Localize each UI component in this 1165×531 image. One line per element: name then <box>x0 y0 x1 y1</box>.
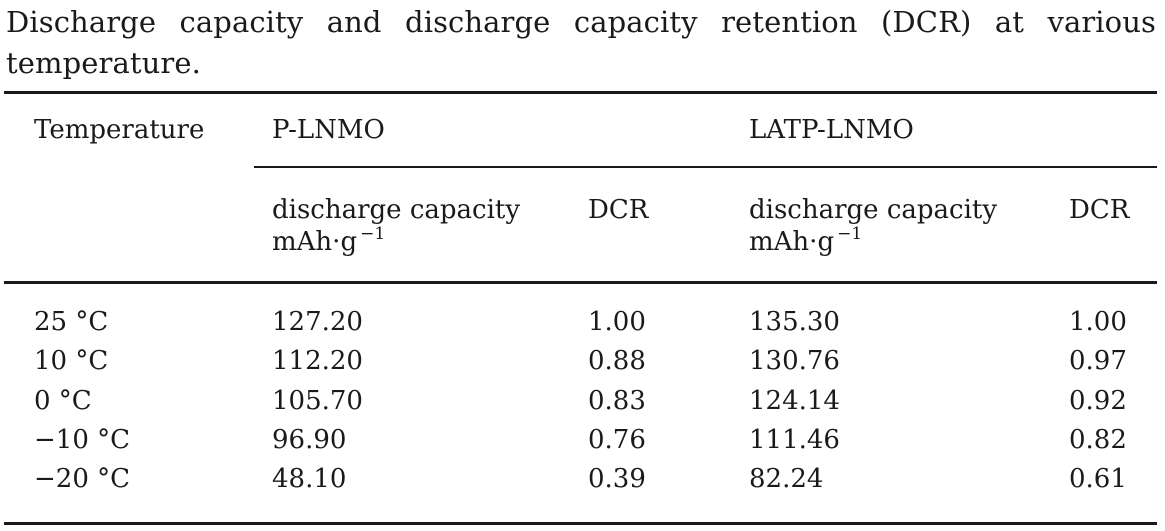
cell-latp-dcr: 0.97 <box>1069 346 1127 376</box>
cell-latp-dcr: 0.92 <box>1069 386 1127 416</box>
header-p-capacity-unit: mAh·g −1 <box>272 224 386 262</box>
group-sub-rule <box>254 166 1157 168</box>
header-p-discharge-capacity: discharge capacity <box>272 195 521 225</box>
cell-temperature: 25 °C <box>34 307 109 337</box>
cell-latp-dcr: 0.82 <box>1069 425 1127 455</box>
cell-temperature: 0 °C <box>34 386 92 416</box>
cell-temperature: 10 °C <box>34 346 109 376</box>
cell-p-dcr: 0.83 <box>588 386 646 416</box>
unit-text: mAh·g <box>749 227 835 257</box>
cell-latp-capacity: 135.30 <box>749 307 840 337</box>
cell-latp-capacity: 130.76 <box>749 346 840 376</box>
cell-p-capacity: 112.20 <box>272 346 363 376</box>
cell-latp-dcr: 1.00 <box>1069 307 1127 337</box>
unit-text: mAh·g <box>272 227 358 257</box>
cell-temperature: −20 °C <box>34 464 131 494</box>
cell-temperature: −10 °C <box>34 425 131 455</box>
cell-p-capacity: 127.20 <box>272 307 363 337</box>
cell-latp-capacity: 111.46 <box>749 425 840 455</box>
header-latp-capacity-unit: mAh·g −1 <box>749 224 863 262</box>
header-p-dcr: DCR <box>588 195 649 225</box>
cell-latp-capacity: 82.24 <box>749 464 824 494</box>
cell-p-dcr: 1.00 <box>588 307 646 337</box>
unit-exponent: −1 <box>360 224 386 244</box>
cell-p-capacity: 48.10 <box>272 464 347 494</box>
header-temperature: Temperature <box>34 115 205 145</box>
unit-exponent: −1 <box>837 224 863 244</box>
cell-p-capacity: 96.90 <box>272 425 347 455</box>
cell-latp-dcr: 0.61 <box>1069 464 1127 494</box>
cell-p-dcr: 0.88 <box>588 346 646 376</box>
table-bottom-rule <box>4 522 1157 525</box>
header-latp-discharge-capacity: discharge capacity <box>749 195 998 225</box>
header-group-latp-lnmo: LATP-LNMO <box>749 115 914 145</box>
table-caption: Discharge capacity and discharge capacit… <box>6 5 1156 80</box>
header-group-p-lnmo: P-LNMO <box>272 115 385 145</box>
header-bottom-rule <box>4 281 1157 284</box>
cell-p-dcr: 0.39 <box>588 464 646 494</box>
top-rule <box>4 91 1157 94</box>
cell-p-capacity: 105.70 <box>272 386 363 416</box>
cell-latp-capacity: 124.14 <box>749 386 840 416</box>
header-latp-dcr: DCR <box>1069 195 1130 225</box>
cell-p-dcr: 0.76 <box>588 425 646 455</box>
